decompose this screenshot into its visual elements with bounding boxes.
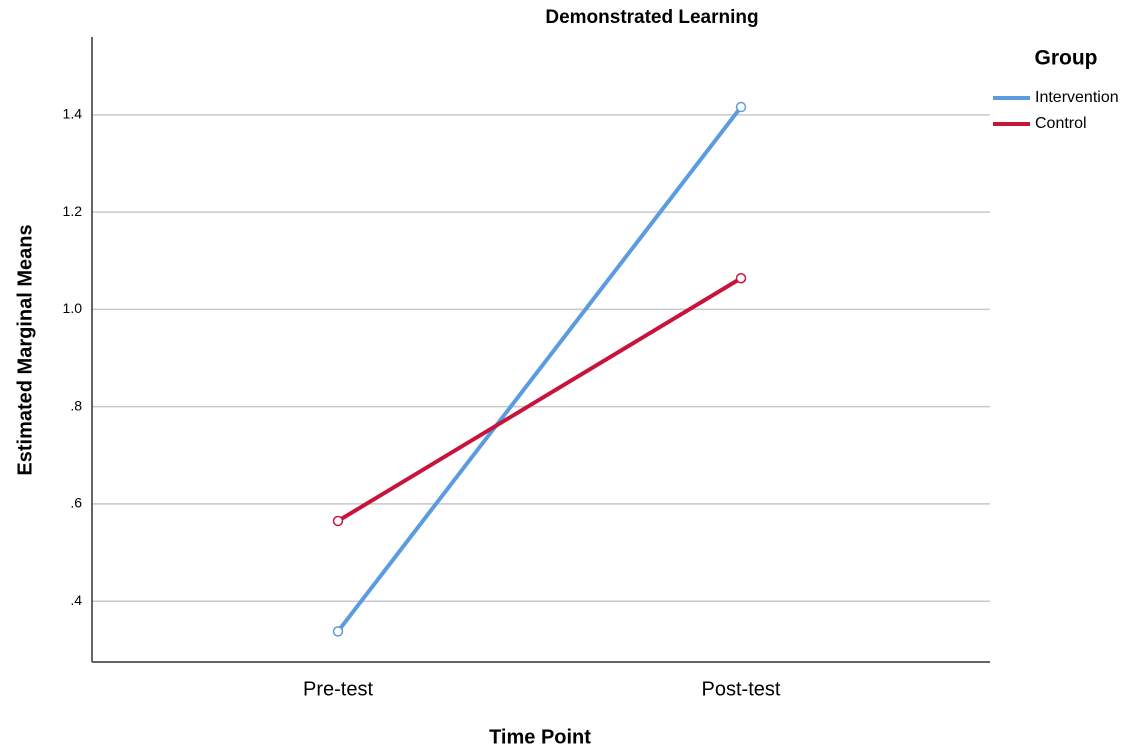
point-marker bbox=[735, 272, 747, 284]
series-line bbox=[336, 276, 743, 523]
y-tick-label: 1.2 bbox=[63, 203, 83, 219]
legend-title: Group bbox=[1035, 47, 1098, 70]
point-marker bbox=[735, 101, 747, 113]
y-tick-label: .6 bbox=[70, 495, 82, 511]
point-marker bbox=[332, 515, 344, 527]
point-marker bbox=[332, 626, 344, 637]
y-tick-label: .4 bbox=[70, 592, 82, 608]
y-axis-label: Estimated Marginal Means bbox=[14, 224, 36, 475]
x-tick-label: Pre-test bbox=[303, 678, 373, 700]
x-axis-label: Time Point bbox=[489, 726, 591, 748]
series-line bbox=[336, 105, 743, 633]
y-tick-label: .8 bbox=[70, 397, 82, 413]
x-tick-label: Post-test bbox=[702, 678, 781, 700]
chart-title: Demonstrated Learning bbox=[545, 7, 758, 28]
y-tick-label: 1.4 bbox=[63, 106, 83, 122]
legend-label: Control bbox=[1035, 115, 1087, 132]
y-tick-label: 1.0 bbox=[63, 300, 83, 316]
legend-label: Intervention bbox=[1035, 89, 1119, 106]
